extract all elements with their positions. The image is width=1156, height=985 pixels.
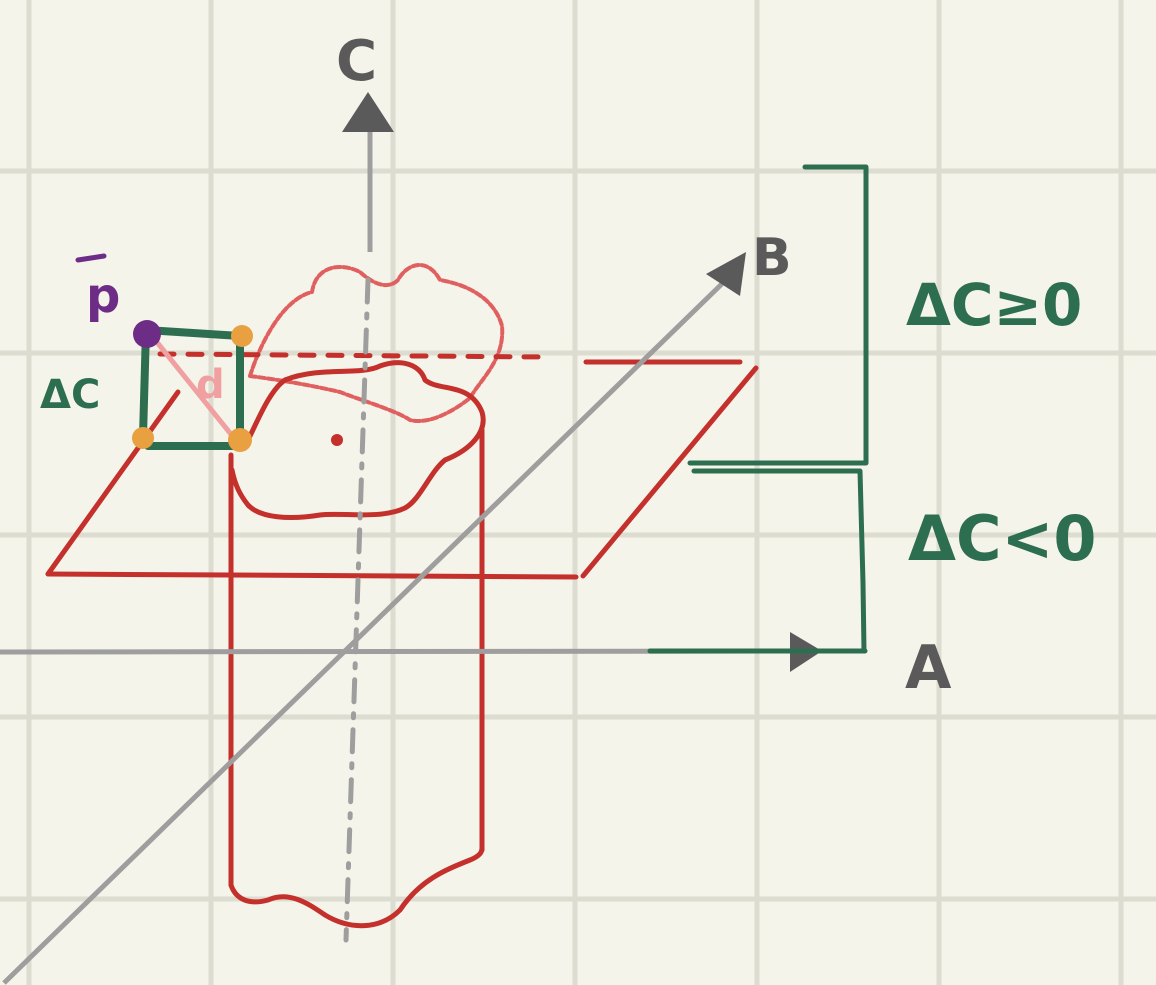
- c-axis-arrowhead: [342, 92, 394, 132]
- corner-point-bottom-left: [132, 427, 154, 449]
- cylinder: [228, 360, 486, 929]
- upper-cloud-outline: [248, 263, 505, 423]
- distance-line: [149, 333, 237, 441]
- region-brackets: [647, 164, 869, 654]
- b-axis-arrowhead: [706, 252, 746, 296]
- vector-arrow-icon: [75, 253, 107, 263]
- corner-point-top-right: [231, 325, 253, 347]
- delta-c-label: ΔC: [40, 372, 100, 418]
- ac-plane: [45, 359, 759, 580]
- distance-label: d: [196, 362, 225, 408]
- point-p-label: p: [86, 268, 120, 324]
- b-axis: [2, 274, 732, 985]
- a-axis-label: A: [905, 633, 952, 703]
- cylinder-center-axis: [343, 277, 371, 943]
- region-lower-label: ΔC<0: [908, 502, 1097, 575]
- dashed-level-line: [157, 351, 551, 360]
- point-p: [133, 320, 161, 348]
- region-upper-label: ΔC≥0: [906, 271, 1082, 339]
- corner-point-bottom-right: [228, 428, 252, 452]
- c-axis-label: C: [336, 29, 377, 94]
- b-axis-label: B: [752, 228, 792, 288]
